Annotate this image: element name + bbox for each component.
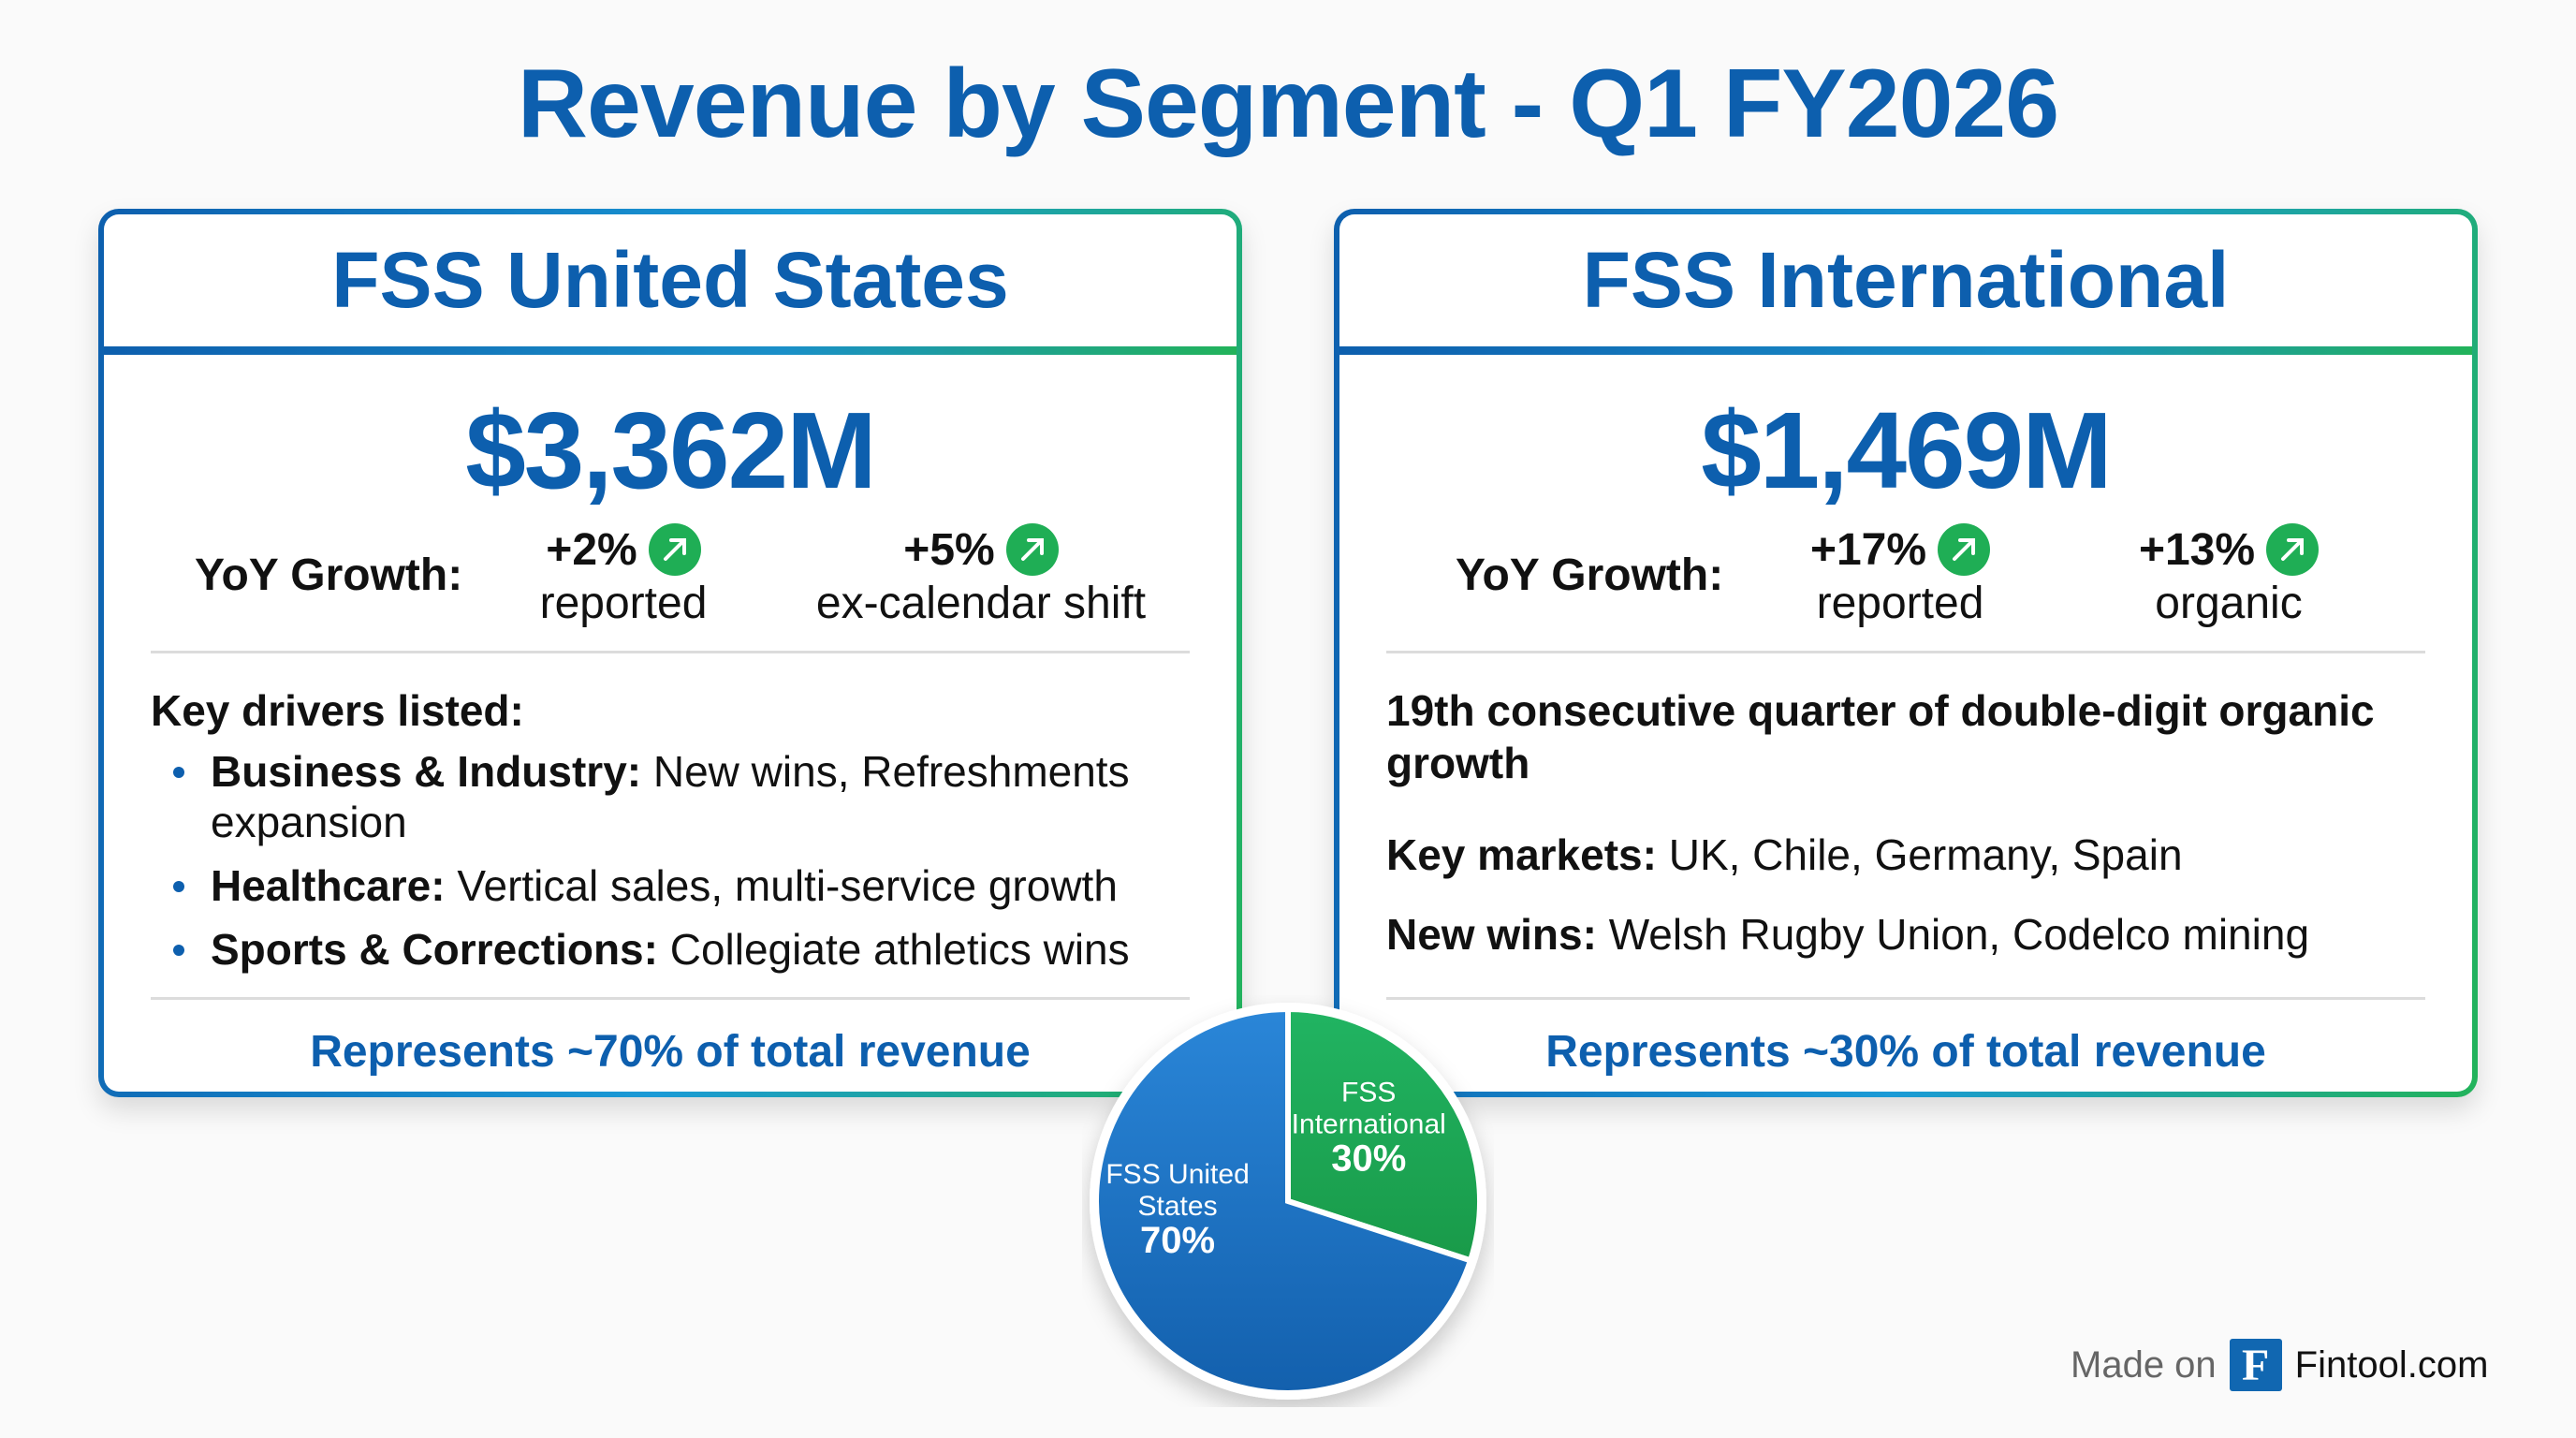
us-segment-card: FSS United States $3,362M YoY Growth: +2…: [98, 209, 1242, 1097]
growth-value: +2%: [546, 524, 637, 575]
credit-site-link[interactable]: Fintool.com: [2294, 1343, 2489, 1386]
intl-heading: FSS International: [1582, 236, 2230, 324]
growth-label: ex-calendar shift: [815, 579, 1147, 628]
divider: [1386, 651, 2425, 653]
yoy-label: YoY Growth:: [1456, 550, 1724, 600]
divider: [1386, 997, 2425, 1000]
intl-footer: Represents ~30% of total revenue: [1545, 1027, 2266, 1077]
growth-value: +5%: [903, 524, 995, 575]
pie-name-label: States: [1138, 1191, 1218, 1222]
list-item: Sports & Corrections: Collegiate athleti…: [151, 924, 1199, 975]
key-markets: Key markets: UK, Chile, Germany, Spain: [1386, 830, 2183, 879]
pie-pct-label: 70%: [1140, 1220, 1215, 1261]
drivers-heading: Key drivers listed:: [151, 686, 524, 735]
growth-label: reported: [1816, 579, 1984, 628]
arrow-up-right-icon: [1938, 523, 1991, 576]
pie-slice-fss-united-states: [1093, 1005, 1474, 1396]
growth-value: +13%: [2138, 524, 2256, 575]
arrow-up-right-icon: [1005, 523, 1059, 576]
list-item: Healthcare: Vertical sales, multi-servic…: [151, 860, 1199, 911]
growth-label: reported: [539, 579, 708, 628]
us-revenue: $3,362M: [465, 389, 876, 511]
new-wins: New wins: Welsh Rugby Union, Codelco min…: [1386, 910, 2310, 959]
divider: [151, 651, 1190, 653]
credit: Made on F Fintool.com: [2071, 1339, 2488, 1391]
credit-prefix: Made on: [2071, 1343, 2217, 1386]
intl-segment-card: FSS International $1,469M YoY Growth: +1…: [1334, 209, 2478, 1097]
page-title: Revenue by Segment - Q1 FY2026: [517, 50, 2059, 158]
growth-label: organic: [2155, 579, 2303, 628]
list-item: Business & Industry: New wins, Refreshme…: [151, 746, 1199, 847]
growth-reported: +17% reported: [1704, 523, 2097, 629]
growth-ex-calendar: +5% ex-calendar shift: [784, 523, 1178, 629]
pie-slice-fss-international: [1285, 1005, 1483, 1265]
pie-name-label: FSS United: [1105, 1159, 1249, 1190]
arrow-up-right-icon: [2266, 523, 2320, 576]
arrow-up-right-icon: [648, 523, 701, 576]
header-divider: [104, 346, 1237, 355]
drivers-list: Business & Industry: New wins, Refreshme…: [151, 746, 1199, 988]
us-heading: FSS United States: [331, 236, 1009, 324]
growth-reported: +2% reported: [427, 523, 820, 629]
fintool-logo: F: [2229, 1339, 2282, 1391]
intl-highlight: 19th consecutive quarter of double-digit…: [1386, 686, 2375, 787]
pie-name-label: FSS: [1341, 1077, 1396, 1108]
growth-organic: +13% organic: [2032, 523, 2425, 629]
growth-value: +17%: [1809, 524, 1927, 575]
divider: [151, 997, 1190, 1000]
pie-name-label: International: [1292, 1108, 1446, 1139]
pie-pct-label: 30%: [1331, 1137, 1406, 1179]
header-divider: [1339, 346, 2472, 355]
yoy-label: YoY Growth:: [195, 550, 463, 600]
us-footer: Represents ~70% of total revenue: [310, 1027, 1031, 1077]
intl-revenue: $1,469M: [1701, 389, 2112, 511]
